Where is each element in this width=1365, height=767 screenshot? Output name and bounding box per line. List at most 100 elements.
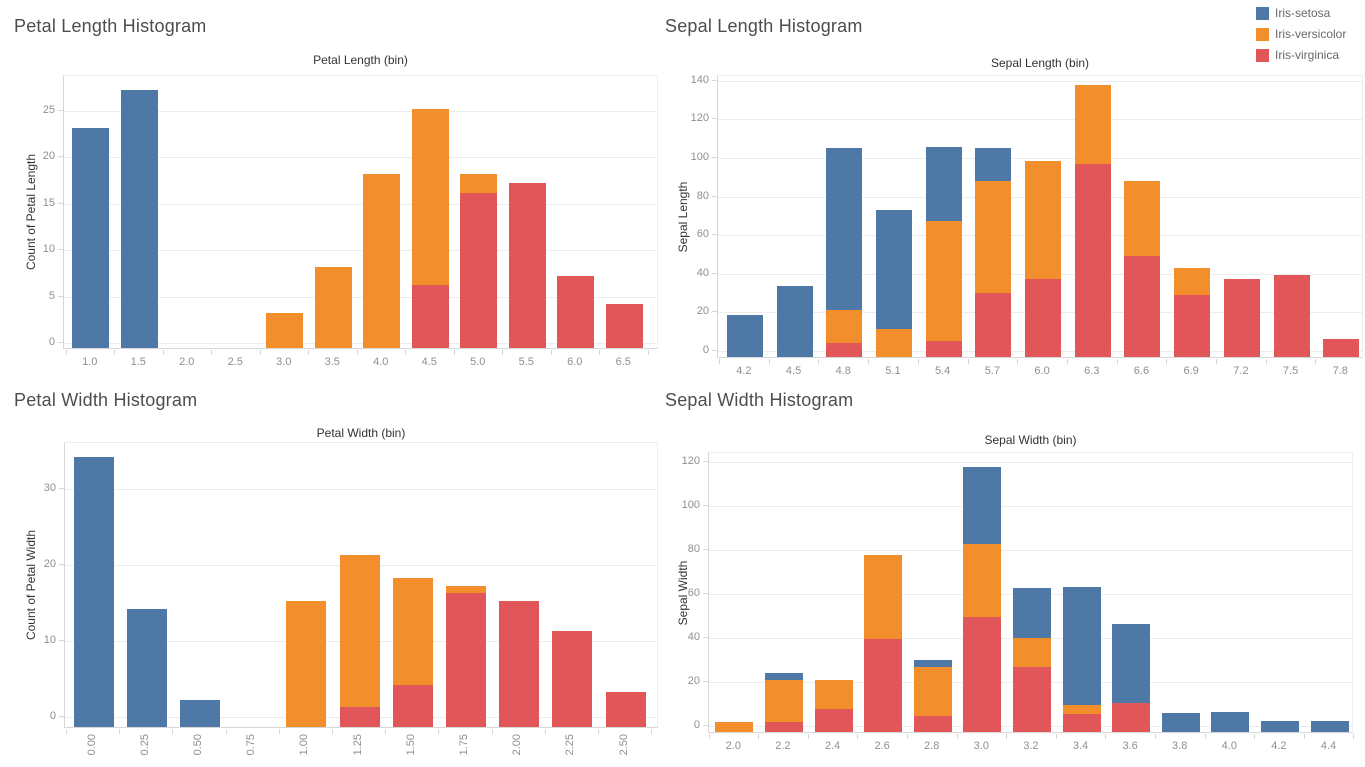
bar-segment-Iris-virginica[interactable]	[460, 192, 498, 348]
bar-segment-Iris-virginica[interactable]	[1112, 703, 1151, 732]
bar-segment-Iris-virginica[interactable]	[913, 716, 952, 732]
bar-segment-Iris-virginica[interactable]	[1012, 666, 1051, 732]
bar-petal-length-1.0[interactable]	[72, 127, 110, 348]
bar-petal-width-0.50[interactable]	[180, 699, 220, 727]
bar-segment-Iris-setosa[interactable]	[73, 456, 114, 727]
bar-segment-Iris-setosa[interactable]	[1112, 623, 1151, 704]
bar-segment-Iris-versicolor[interactable]	[764, 680, 803, 722]
bar-segment-Iris-virginica[interactable]	[864, 639, 903, 732]
bar-segment-Iris-virginica[interactable]	[1323, 339, 1360, 357]
bar-sepal-length-5.7[interactable]	[975, 148, 1012, 357]
bar-petal-length-4.0[interactable]	[363, 173, 401, 348]
bar-segment-Iris-versicolor[interactable]	[925, 220, 962, 342]
bar-segment-Iris-setosa[interactable]	[875, 210, 912, 329]
bar-segment-Iris-versicolor[interactable]	[339, 555, 380, 708]
bar-segment-Iris-setosa[interactable]	[1211, 711, 1250, 732]
bar-segment-Iris-virginica[interactable]	[446, 593, 486, 727]
bar-segment-Iris-versicolor[interactable]	[1074, 84, 1111, 164]
bar-segment-Iris-versicolor[interactable]	[1124, 181, 1161, 257]
bar-segment-Iris-virginica[interactable]	[1025, 278, 1062, 357]
bar-segment-Iris-versicolor[interactable]	[1012, 638, 1051, 667]
bar-segment-Iris-setosa[interactable]	[963, 466, 1002, 544]
bar-petal-width-1.25[interactable]	[339, 555, 380, 727]
bar-segment-Iris-virginica[interactable]	[925, 341, 962, 357]
bar-segment-Iris-versicolor[interactable]	[314, 266, 352, 348]
bar-sepal-length-4.8[interactable]	[826, 148, 863, 357]
bar-segment-Iris-versicolor[interactable]	[1062, 705, 1101, 715]
bar-segment-Iris-versicolor[interactable]	[875, 328, 912, 357]
bar-segment-Iris-setosa[interactable]	[120, 90, 158, 348]
bar-segment-Iris-setosa[interactable]	[1260, 720, 1299, 732]
bar-segment-Iris-setosa[interactable]	[764, 673, 803, 680]
bar-segment-Iris-setosa[interactable]	[726, 315, 763, 357]
legend-item-setosa[interactable]: Iris-setosa	[1256, 6, 1346, 20]
bar-sepal-width-3.8[interactable]	[1161, 713, 1200, 732]
bar-segment-Iris-virginica[interactable]	[1174, 294, 1211, 357]
bar-petal-length-6.5[interactable]	[605, 303, 643, 348]
bar-segment-Iris-virginica[interactable]	[963, 617, 1002, 732]
bar-sepal-width-2.8[interactable]	[913, 660, 952, 732]
bar-sepal-length-4.2[interactable]	[726, 315, 763, 357]
bar-petal-length-1.5[interactable]	[120, 90, 158, 348]
bar-sepal-width-4.2[interactable]	[1260, 720, 1299, 732]
bar-petal-length-3.5[interactable]	[314, 266, 352, 348]
bar-segment-Iris-versicolor[interactable]	[963, 543, 1002, 618]
bar-sepal-width-3.4[interactable]	[1062, 586, 1101, 732]
bar-segment-Iris-virginica[interactable]	[605, 692, 646, 727]
bar-sepal-length-6.6[interactable]	[1124, 181, 1161, 357]
bar-sepal-length-7.8[interactable]	[1323, 339, 1360, 357]
bar-segment-Iris-versicolor[interactable]	[266, 313, 304, 348]
legend-item-versicolor[interactable]: Iris-versicolor	[1256, 27, 1346, 41]
bar-segment-Iris-virginica[interactable]	[1273, 274, 1310, 357]
bar-segment-Iris-setosa[interactable]	[180, 699, 220, 727]
bar-segment-Iris-virginica[interactable]	[764, 721, 803, 732]
bar-segment-Iris-virginica[interactable]	[339, 707, 380, 727]
bar-segment-Iris-virginica[interactable]	[508, 183, 546, 348]
bar-segment-Iris-versicolor[interactable]	[715, 721, 754, 732]
bar-segment-Iris-virginica[interactable]	[1062, 714, 1101, 732]
bar-sepal-width-2.2[interactable]	[764, 673, 803, 732]
bar-segment-Iris-virginica[interactable]	[1223, 278, 1260, 357]
bar-petal-width-2.00[interactable]	[499, 601, 540, 727]
legend-item-virginica[interactable]: Iris-virginica	[1256, 48, 1346, 62]
bar-sepal-width-2.0[interactable]	[715, 721, 754, 732]
bar-sepal-width-2.6[interactable]	[864, 554, 903, 732]
bar-petal-length-5.5[interactable]	[508, 183, 546, 348]
bar-sepal-length-6.3[interactable]	[1074, 84, 1111, 357]
bar-petal-length-3.0[interactable]	[266, 313, 304, 348]
bar-sepal-length-7.5[interactable]	[1273, 274, 1310, 357]
bar-segment-Iris-versicolor[interactable]	[446, 585, 486, 594]
bar-segment-Iris-versicolor[interactable]	[392, 578, 433, 685]
bar-petal-length-6.0[interactable]	[557, 276, 595, 348]
bar-segment-Iris-versicolor[interactable]	[814, 680, 853, 709]
bar-segment-Iris-setosa[interactable]	[776, 286, 813, 357]
bar-segment-Iris-setosa[interactable]	[925, 147, 962, 221]
bar-segment-Iris-setosa[interactable]	[913, 660, 952, 667]
bar-segment-Iris-versicolor[interactable]	[286, 601, 327, 727]
bar-segment-Iris-versicolor[interactable]	[864, 554, 903, 640]
bar-segment-Iris-versicolor[interactable]	[913, 666, 952, 717]
bar-segment-Iris-virginica[interactable]	[975, 293, 1012, 357]
bar-segment-Iris-versicolor[interactable]	[1174, 267, 1211, 295]
bar-sepal-length-5.4[interactable]	[925, 147, 962, 357]
bar-segment-Iris-virginica[interactable]	[392, 684, 433, 727]
bar-segment-Iris-versicolor[interactable]	[363, 173, 401, 348]
bar-segment-Iris-virginica[interactable]	[552, 631, 593, 727]
bar-sepal-width-2.4[interactable]	[814, 680, 853, 732]
bar-petal-width-1.00[interactable]	[286, 601, 327, 727]
bar-segment-Iris-virginica[interactable]	[814, 708, 853, 732]
bar-sepal-width-4.4[interactable]	[1310, 720, 1349, 732]
bar-petal-width-0.25[interactable]	[126, 608, 167, 727]
bar-segment-Iris-setosa[interactable]	[1062, 586, 1101, 706]
bar-segment-Iris-setosa[interactable]	[826, 148, 863, 311]
bar-sepal-length-6.0[interactable]	[1025, 160, 1062, 357]
bar-sepal-length-7.2[interactable]	[1223, 278, 1260, 357]
bar-sepal-length-5.1[interactable]	[875, 210, 912, 357]
bar-sepal-width-3.2[interactable]	[1012, 587, 1051, 732]
bar-segment-Iris-setosa[interactable]	[1012, 587, 1051, 639]
bar-segment-Iris-virginica[interactable]	[1074, 163, 1111, 357]
bar-petal-length-5.0[interactable]	[460, 173, 498, 348]
bar-petal-width-0.00[interactable]	[73, 456, 114, 727]
bar-segment-Iris-virginica[interactable]	[411, 285, 449, 348]
bar-petal-width-1.75[interactable]	[446, 585, 486, 727]
